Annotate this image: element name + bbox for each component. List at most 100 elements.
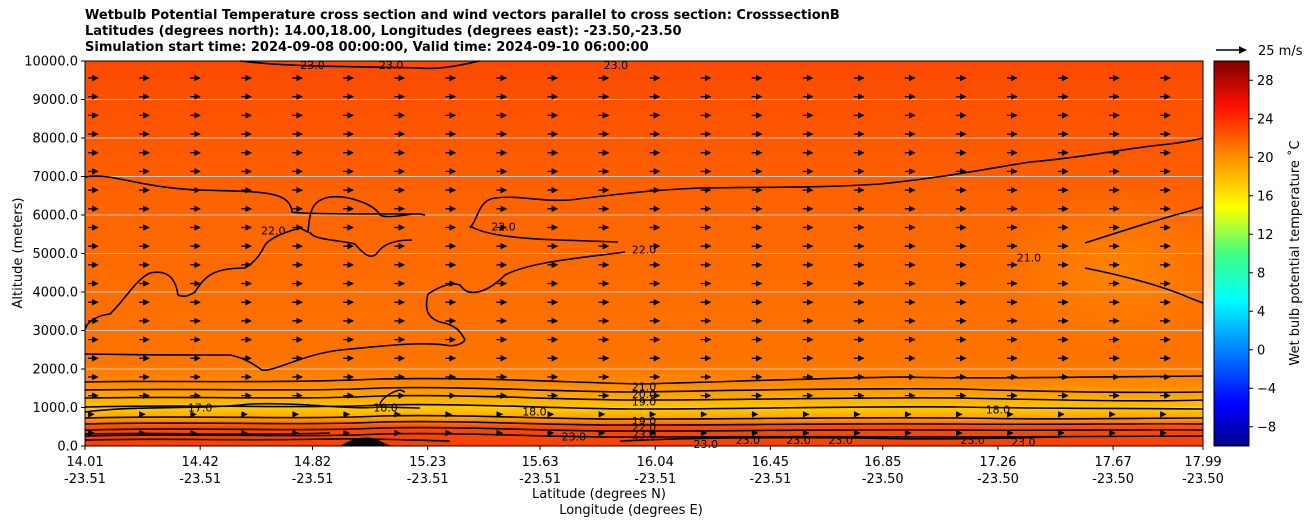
wind-vectors <box>88 74 1171 437</box>
contour-line <box>84 414 1204 420</box>
colorbar-tick-label: 8 <box>1257 266 1265 281</box>
colorbar-tick-label: 16 <box>1257 189 1274 204</box>
terrain <box>340 437 392 446</box>
contour-label: 18.0 <box>522 405 547 418</box>
contour-label: 22.0 <box>632 244 657 257</box>
contour-line <box>469 225 619 243</box>
y-tick-label: 5000.0 <box>33 247 79 262</box>
colorbar-tick-label: 24 <box>1257 112 1274 127</box>
colorbar-tick-label: 28 <box>1257 74 1274 89</box>
x-axis-ticks: 14.01 -23.51 14.42 -23.51 14.82 -23.51 15.23 -2… <box>64 446 1224 487</box>
colorbar-tick-label: −4 <box>1257 382 1276 397</box>
y-tick-label: 1000.0 <box>33 401 79 416</box>
warm-region <box>990 190 1250 350</box>
y-tick-label: 3000.0 <box>33 324 79 339</box>
x-tick-label-lat: 14.82 <box>294 455 331 470</box>
contour-label: 19.0 <box>632 415 657 428</box>
contour-label: 17.0 <box>188 402 213 415</box>
contour-line <box>84 394 1204 402</box>
plot-area: 23.0 23.0 23.022.0 22.022.021.021.020.019.0… <box>11 55 1250 518</box>
contour-label: 21.0 <box>1017 251 1042 264</box>
title-line-3: Simulation start time: 2024-09-08 00:00:… <box>85 40 649 55</box>
colorbar-ticks: 28 24 20 16 12 8 4 0 −4 −8 <box>1249 74 1276 435</box>
x-tick-label-lon: -23.51 <box>292 472 334 487</box>
x-tick-label-lat: 17.99 <box>1184 455 1221 470</box>
colorbar-tick-label: 20 <box>1257 151 1274 166</box>
x-tick-label-lon: -23.50 <box>977 472 1019 487</box>
x-tick-label-lon: -23.50 <box>1092 472 1134 487</box>
contour-label: 18.0 <box>986 403 1011 416</box>
x-tick-label-lon: -23.51 <box>179 472 221 487</box>
y-tick-label: 2000.0 <box>33 363 79 378</box>
contour-line <box>84 195 413 330</box>
contour-label: 23.0 <box>736 434 761 447</box>
x-tick-label-lon: -23.51 <box>407 472 449 487</box>
x-tick-label-lat: 16.85 <box>864 455 901 470</box>
contour-line <box>469 137 1204 229</box>
x-tick-label-lat: 16.45 <box>752 455 789 470</box>
contour-label: 23.0 <box>300 59 325 72</box>
contour-label: 23.0 <box>786 434 811 447</box>
colorbar-tick-label: −8 <box>1257 420 1276 435</box>
contour-line <box>84 426 1204 432</box>
grid-lines <box>85 99 1203 408</box>
x-tick-label-lat: 17.26 <box>979 455 1016 470</box>
x-tick-label-lon: -23.51 <box>634 472 676 487</box>
x-tick-label-lat: 15.63 <box>521 455 558 470</box>
contour-label: 18.0 <box>373 402 398 415</box>
chart-title: Wetbulb Potential Temperature cross sect… <box>85 8 840 56</box>
quiver-key: 25 m/s <box>1216 44 1303 59</box>
x-tick-label-lat: 17.67 <box>1095 455 1132 470</box>
x-tick-label-lon: -23.50 <box>862 472 904 487</box>
x-tick-label-lat: 15.23 <box>409 455 446 470</box>
contour-label: 23.0 <box>828 434 853 447</box>
contour-label: 23.0 <box>694 438 719 451</box>
colorbar-tick-label: 4 <box>1257 305 1265 320</box>
y-tick-label: 0.0 <box>57 440 78 455</box>
contour-line <box>619 436 1061 442</box>
x-tick-label-lat: 16.04 <box>637 455 674 470</box>
contour-line <box>84 375 1204 385</box>
contour-line <box>309 231 413 257</box>
contour-label: 21.0 <box>632 380 657 393</box>
title-line-1: Wetbulb Potential Temperature cross sect… <box>85 8 840 23</box>
contour-label: 23.0 <box>604 59 629 72</box>
contour-label: 22.0 <box>261 224 286 237</box>
contour-line <box>1084 206 1204 244</box>
colorbar: 28 24 20 16 12 8 4 0 −4 −8 Wet bulb potential tem… <box>1213 60 1303 447</box>
contour-label: 23.0 <box>1011 436 1036 449</box>
contour-line <box>1084 267 1204 304</box>
colorbar-label: Wet bulb potential temperature ˚C <box>1287 140 1303 365</box>
x-tick-label-lon: -23.51 <box>519 472 561 487</box>
colorbar-tick-label: 12 <box>1257 228 1274 243</box>
colorbar-tick-label: 0 <box>1257 343 1265 358</box>
x-tick-label-lon: -23.51 <box>749 472 791 487</box>
y-axis-ticks: 0.0 1000.0 2000.0 3000.0 4000.0 5000.0 6000.0 7… <box>24 55 85 455</box>
contour-label: 23.0 <box>632 428 657 441</box>
contour-label: 19.0 <box>632 396 657 409</box>
contour-line <box>84 175 426 216</box>
contour-line <box>84 386 1204 394</box>
y-tick-label: 10000.0 <box>24 55 78 70</box>
contour-line <box>239 60 481 70</box>
y-tick-label: 8000.0 <box>33 132 79 147</box>
x-tick-label-lon: -23.51 <box>64 472 106 487</box>
contour-line <box>84 437 451 442</box>
y-tick-label: 7000.0 <box>33 170 79 185</box>
x-axis-title-longitude: Longitude (degrees E) <box>559 503 703 518</box>
x-tick-label-lon: -23.50 <box>1182 472 1224 487</box>
contour-label: 20.0 <box>632 388 657 401</box>
contour-line <box>84 402 421 413</box>
quiver-key-label: 25 m/s <box>1258 44 1303 59</box>
x-tick-label-lat: 14.42 <box>182 455 219 470</box>
y-tick-label: 9000.0 <box>33 93 79 108</box>
x-tick-label-lat: 14.01 <box>66 455 103 470</box>
colorbar-gradient <box>1213 60 1250 447</box>
contour-line <box>84 251 626 371</box>
contour-label: 23.0 <box>562 430 587 443</box>
contour-line <box>84 420 1204 426</box>
contour-label: 23.0 <box>960 434 985 447</box>
title-line-2: Latitudes (degrees north): 14.00,18.00, … <box>85 24 682 39</box>
contour-label: 23.0 <box>379 59 404 72</box>
x-axis-title-latitude: Latitude (degrees N) <box>532 487 666 502</box>
